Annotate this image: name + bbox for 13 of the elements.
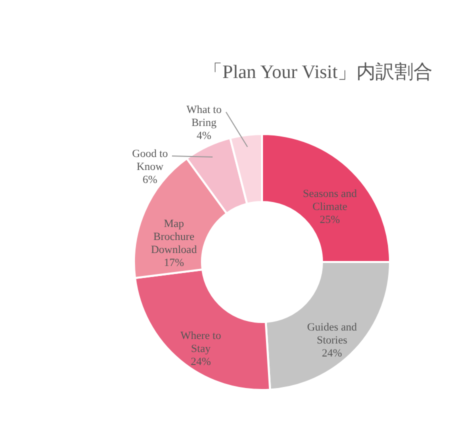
slice-label: Seasons and Climate (302, 188, 358, 214)
slice-label: Map Brochure Download (150, 218, 198, 256)
data-label: 6% (142, 174, 158, 186)
data-label: 17% (164, 256, 184, 269)
slice-label: Guides and Stories (307, 322, 358, 347)
slice-label: What to Bring (186, 104, 222, 129)
data-label: 24% (322, 348, 342, 360)
slice-label: Good to Know (132, 148, 168, 173)
slice-label: Where to Stay (180, 330, 222, 355)
data-label: 25% (320, 214, 340, 226)
data-label: 24% (190, 356, 211, 368)
chart-title: 「Plan Your Visit」内訳割合 (203, 62, 433, 83)
data-label: 4% (196, 130, 212, 142)
